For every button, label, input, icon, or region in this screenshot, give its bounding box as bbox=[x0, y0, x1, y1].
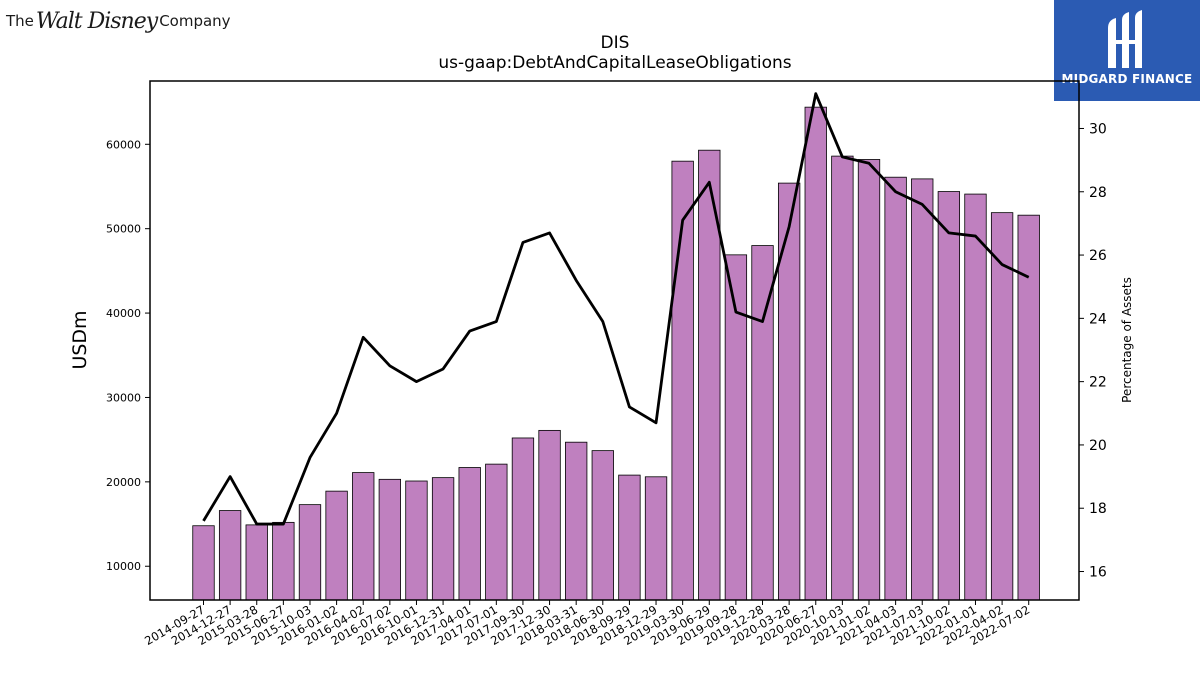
left-axis-ticks: 10000 20000 30000 40000 50000 60000 bbox=[106, 138, 150, 573]
axes bbox=[149, 80, 1080, 601]
right-tick-label: 30 bbox=[1089, 121, 1107, 137]
bar bbox=[857, 159, 881, 601]
right-axis-ticks: 16 18 20 22 24 26 28 30 bbox=[1079, 121, 1107, 581]
line-path bbox=[202, 92, 1030, 526]
chart-subtitle: us-gaap:DebtAndCapitalLeaseObligations bbox=[438, 53, 791, 73]
bar bbox=[485, 463, 508, 601]
logo-word-company: Company bbox=[159, 12, 231, 30]
y2-axis-label: Percentage of Assets bbox=[1120, 277, 1134, 403]
bar bbox=[618, 474, 641, 601]
bar bbox=[804, 106, 827, 601]
midgard-emblem-icon bbox=[1108, 10, 1142, 68]
bar bbox=[325, 490, 348, 601]
bar bbox=[431, 477, 455, 601]
bar bbox=[911, 178, 934, 601]
bar bbox=[511, 437, 535, 601]
bar bbox=[777, 182, 801, 601]
bar bbox=[458, 467, 481, 601]
plot-frame bbox=[149, 80, 1080, 601]
bar bbox=[831, 155, 854, 601]
left-tick-label: 40000 bbox=[106, 307, 141, 320]
disney-logo: The Walt Disney Company bbox=[6, 4, 231, 38]
right-tick-label: 24 bbox=[1089, 311, 1107, 327]
bar bbox=[352, 472, 375, 601]
bar bbox=[378, 478, 401, 601]
y-axis-label: USDm bbox=[69, 310, 91, 369]
bar bbox=[405, 480, 428, 601]
midgard-logo-text: MIDGARD FINANCE bbox=[1061, 72, 1193, 86]
bar bbox=[272, 521, 295, 601]
line-series bbox=[202, 92, 1030, 526]
right-tick-label: 26 bbox=[1089, 248, 1107, 264]
left-tick-label: 10000 bbox=[106, 560, 141, 573]
right-tick-label: 22 bbox=[1089, 375, 1107, 391]
right-tick-label: 16 bbox=[1089, 565, 1107, 581]
left-tick-label: 60000 bbox=[106, 138, 141, 151]
chart-title: DIS bbox=[601, 33, 630, 53]
bar bbox=[964, 193, 987, 601]
right-tick-label: 20 bbox=[1089, 438, 1107, 454]
bar-series bbox=[192, 106, 1040, 601]
right-tick-label: 18 bbox=[1089, 501, 1107, 517]
bar bbox=[192, 525, 215, 601]
bar bbox=[538, 429, 561, 601]
bar bbox=[937, 191, 961, 601]
bar bbox=[298, 504, 322, 601]
bar bbox=[644, 476, 668, 601]
right-tick-label: 28 bbox=[1089, 185, 1107, 201]
left-tick-label: 20000 bbox=[106, 476, 141, 489]
logo-word-walt-disney: Walt Disney bbox=[35, 8, 158, 34]
midgard-finance-logo: MIDGARD FINANCE bbox=[1054, 0, 1200, 101]
bar bbox=[884, 176, 907, 601]
bar bbox=[245, 524, 268, 601]
left-tick-label: 30000 bbox=[106, 391, 141, 404]
bar bbox=[990, 212, 1014, 601]
logo-word-the: The bbox=[6, 12, 34, 30]
bar bbox=[591, 450, 614, 601]
bar bbox=[565, 441, 588, 601]
x-axis-ticks: 2014-09-272014-12-272015-03-282015-06-27… bbox=[142, 600, 1032, 648]
left-tick-label: 50000 bbox=[106, 223, 141, 236]
bar bbox=[218, 510, 242, 601]
